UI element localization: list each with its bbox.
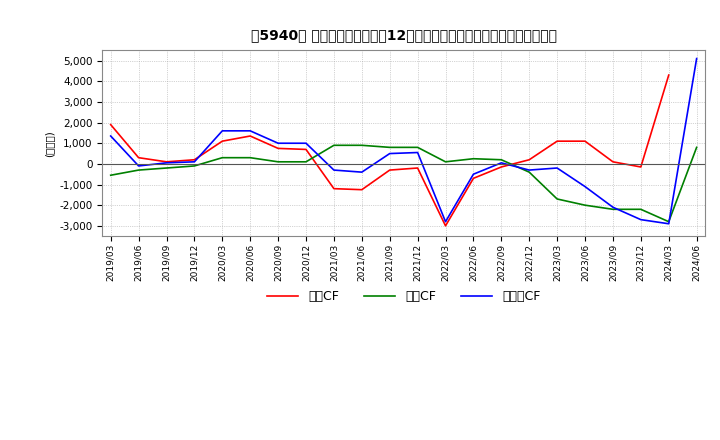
- Legend: 営業CF, 投資CF, フリーCF: 営業CF, 投資CF, フリーCF: [262, 285, 546, 308]
- 投資CF: [581, 202, 590, 208]
- 営業CF: [134, 155, 143, 160]
- フリーCF: [525, 168, 534, 173]
- フリーCF: [218, 128, 227, 133]
- 投資CF: [693, 145, 701, 150]
- 営業CF: [553, 139, 562, 144]
- 投資CF: [246, 155, 255, 160]
- Line: 営業CF: 営業CF: [111, 75, 669, 226]
- 投資CF: [608, 207, 617, 212]
- フリーCF: [107, 133, 115, 139]
- 投資CF: [525, 169, 534, 175]
- 営業CF: [302, 147, 310, 152]
- フリーCF: [469, 172, 478, 177]
- 営業CF: [525, 157, 534, 162]
- 営業CF: [665, 73, 673, 78]
- 投資CF: [330, 143, 338, 148]
- Line: フリーCF: フリーCF: [111, 59, 697, 224]
- 投資CF: [302, 159, 310, 165]
- 投資CF: [274, 159, 282, 165]
- 営業CF: [413, 165, 422, 171]
- 営業CF: [469, 176, 478, 181]
- フリーCF: [134, 163, 143, 169]
- フリーCF: [385, 151, 394, 156]
- 営業CF: [608, 159, 617, 165]
- 営業CF: [581, 139, 590, 144]
- Y-axis label: (百万円): (百万円): [44, 130, 54, 157]
- 営業CF: [162, 159, 171, 165]
- フリーCF: [274, 141, 282, 146]
- 営業CF: [636, 164, 645, 169]
- 営業CF: [441, 223, 450, 228]
- 投資CF: [190, 163, 199, 169]
- フリーCF: [413, 150, 422, 155]
- フリーCF: [330, 168, 338, 173]
- 営業CF: [190, 157, 199, 162]
- 投資CF: [497, 157, 505, 162]
- フリーCF: [665, 221, 673, 227]
- 営業CF: [385, 168, 394, 173]
- 営業CF: [246, 133, 255, 139]
- 投資CF: [218, 155, 227, 160]
- 投資CF: [553, 196, 562, 202]
- 投資CF: [134, 168, 143, 173]
- フリーCF: [246, 128, 255, 133]
- フリーCF: [190, 159, 199, 165]
- 営業CF: [274, 146, 282, 151]
- 投資CF: [162, 165, 171, 171]
- 営業CF: [330, 186, 338, 191]
- フリーCF: [302, 141, 310, 146]
- 投資CF: [469, 156, 478, 161]
- 営業CF: [358, 187, 366, 192]
- 投資CF: [413, 145, 422, 150]
- 投資CF: [385, 145, 394, 150]
- Line: 投資CF: 投資CF: [111, 145, 697, 222]
- フリーCF: [636, 217, 645, 222]
- フリーCF: [581, 184, 590, 189]
- 営業CF: [497, 164, 505, 169]
- フリーCF: [497, 160, 505, 165]
- Title: ［5940］ キャッシュフローの12か月移動合計の対前年同期増減額の推移: ［5940］ キャッシュフローの12か月移動合計の対前年同期増減額の推移: [251, 28, 557, 42]
- フリーCF: [441, 219, 450, 224]
- 投資CF: [636, 207, 645, 212]
- フリーCF: [608, 205, 617, 210]
- 投資CF: [358, 143, 366, 148]
- 投資CF: [665, 219, 673, 224]
- フリーCF: [358, 169, 366, 175]
- 投資CF: [107, 172, 115, 178]
- フリーCF: [553, 165, 562, 171]
- 営業CF: [107, 122, 115, 127]
- フリーCF: [693, 56, 701, 61]
- フリーCF: [162, 160, 171, 165]
- 営業CF: [218, 139, 227, 144]
- 投資CF: [441, 159, 450, 165]
